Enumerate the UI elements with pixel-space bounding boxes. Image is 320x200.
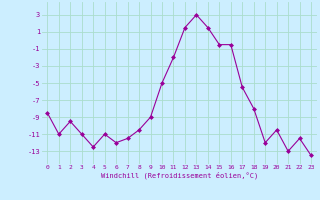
X-axis label: Windchill (Refroidissement éolien,°C): Windchill (Refroidissement éolien,°C) [100,172,258,179]
